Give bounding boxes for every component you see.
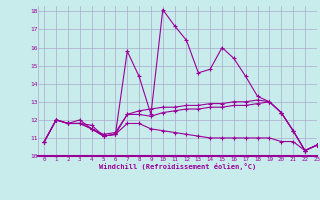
X-axis label: Windchill (Refroidissement éolien,°C): Windchill (Refroidissement éolien,°C) <box>99 163 256 170</box>
